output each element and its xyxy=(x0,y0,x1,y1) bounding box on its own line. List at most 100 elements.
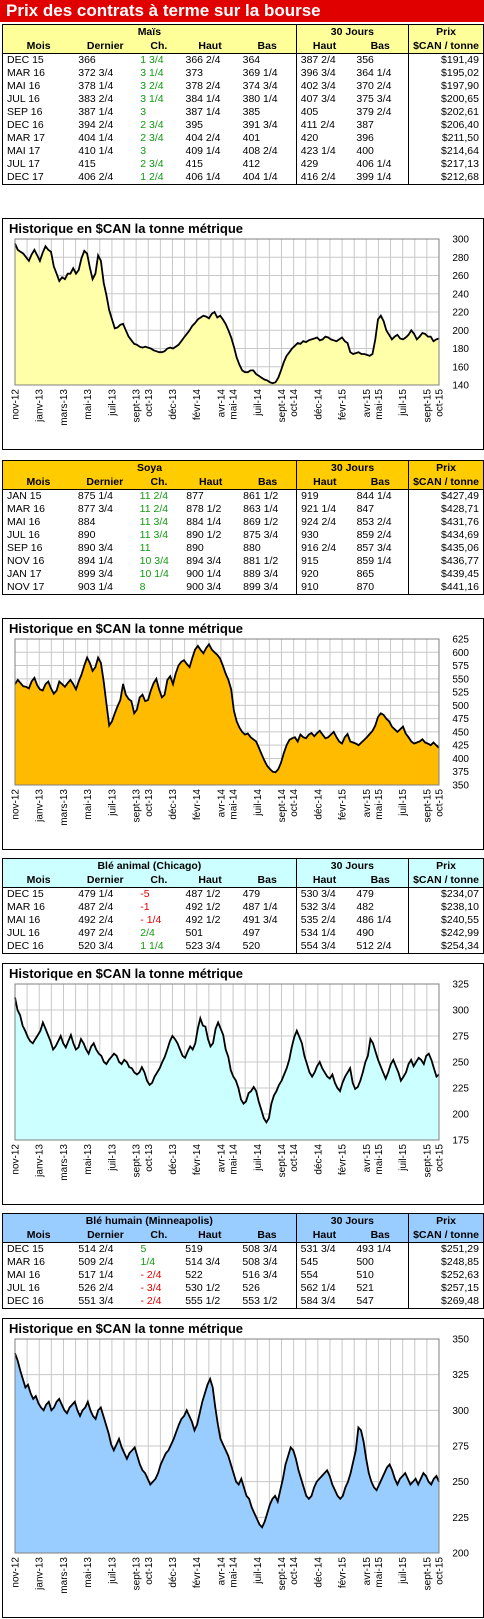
col-header-dernier: Dernier xyxy=(86,476,124,488)
data-point xyxy=(347,1071,349,1073)
col-header-bas: Bas xyxy=(352,39,410,54)
x-tick-label: mai-14 xyxy=(229,1557,240,1588)
data-point xyxy=(347,1481,349,1483)
cell-prix: $428,71 xyxy=(441,503,479,515)
data-point xyxy=(405,732,407,735)
data-point xyxy=(39,260,41,262)
cell-b30: 399 1/4 xyxy=(352,171,410,184)
cell-prix: $242,99 xyxy=(441,927,479,939)
data-point xyxy=(131,1067,133,1069)
data-point xyxy=(88,1053,90,1055)
data-point xyxy=(410,329,412,331)
data-point xyxy=(287,1455,289,1457)
data-point xyxy=(119,324,121,326)
data-point xyxy=(200,649,202,651)
data-point xyxy=(47,680,49,683)
x-tick-label: oct-14 xyxy=(289,789,300,817)
data-point xyxy=(330,734,332,736)
cell-prix: $217,13 xyxy=(441,158,479,170)
y-tick-label: 200 xyxy=(452,1110,469,1121)
data-point xyxy=(419,336,421,338)
x-tick-label: mars-13 xyxy=(59,789,70,826)
data-point xyxy=(139,1463,141,1466)
data-point xyxy=(200,316,202,319)
y-tick-label: 375 xyxy=(452,767,469,778)
data-point xyxy=(418,1057,420,1059)
data-point xyxy=(158,351,160,353)
col-header-haut: Haut xyxy=(199,476,223,488)
col-header-dernier: Dernier xyxy=(86,874,124,886)
cell-b30: 521 xyxy=(352,1282,410,1295)
history-chart-2: Historique en $CAN la tonne métrique 175 2… xyxy=(2,963,484,1205)
cell-dernier: 903 1/4 xyxy=(77,581,113,593)
data-point xyxy=(42,689,44,692)
data-point xyxy=(383,320,385,322)
data-point xyxy=(63,1409,65,1411)
data-point xyxy=(144,346,146,348)
cell-dernier: 383 2/4 xyxy=(78,93,114,105)
data-point xyxy=(147,347,149,349)
cell-haut: 522 xyxy=(185,1269,203,1281)
cell-ch: 1 3/4 xyxy=(140,54,164,66)
data-point xyxy=(316,336,318,339)
y-tick-label: 160 xyxy=(452,362,469,373)
cell-haut: 530 1/2 xyxy=(185,1282,221,1294)
col-header-haut: Haut xyxy=(313,476,337,488)
cell-prix: $269,48 xyxy=(441,1295,479,1307)
data-point xyxy=(113,1449,115,1451)
data-point xyxy=(172,683,174,685)
data-point xyxy=(183,1415,185,1417)
data-point xyxy=(297,342,299,344)
data-point xyxy=(217,1021,219,1024)
data-point xyxy=(108,309,110,311)
cell-ch: - 3/4 xyxy=(140,1282,162,1294)
cell-bas: 385 xyxy=(238,106,297,119)
cell-haut: 378 2/4 xyxy=(185,80,221,92)
data-point xyxy=(243,1486,245,1488)
data-point xyxy=(339,1498,341,1500)
data-point xyxy=(75,688,77,690)
data-point xyxy=(355,743,357,745)
data-point xyxy=(70,1034,72,1036)
header-prix: Prix xyxy=(436,860,456,872)
data-point xyxy=(388,334,390,336)
cell-b30: 387 xyxy=(352,119,410,132)
x-tick-label: nov-12 xyxy=(11,1557,22,1588)
table-row: JUL 16 497 2/4 2/4 501 497 534 1/4 490 $242,99 xyxy=(3,927,483,940)
data-point xyxy=(180,661,182,663)
x-tick-label: mai-14 xyxy=(229,1144,240,1175)
data-point xyxy=(274,1495,276,1497)
data-point xyxy=(227,1056,229,1058)
x-tick-label: avr-15 xyxy=(362,1144,373,1173)
data-point xyxy=(329,1475,331,1477)
cell-haut: 492 1/2 xyxy=(185,901,221,913)
cell-mois: MAR 17 xyxy=(7,132,45,144)
data-point xyxy=(241,731,243,733)
data-point xyxy=(71,1404,73,1406)
data-point xyxy=(213,311,216,313)
x-tick-label: juil-13 xyxy=(107,389,118,417)
data-point xyxy=(72,267,74,269)
data-point xyxy=(35,1395,37,1397)
data-point xyxy=(370,1481,372,1483)
data-point xyxy=(277,1501,279,1503)
data-point xyxy=(19,682,22,684)
data-point xyxy=(146,1080,148,1082)
data-point xyxy=(430,1483,432,1486)
data-point xyxy=(349,351,351,353)
data-point xyxy=(402,726,404,728)
plot-border xyxy=(14,238,440,386)
data-point xyxy=(319,1061,321,1063)
data-point xyxy=(334,1489,336,1491)
data-point xyxy=(432,741,435,744)
data-point xyxy=(421,332,423,334)
data-point xyxy=(392,1059,394,1061)
x-tick-label: mai-13 xyxy=(83,1557,94,1588)
data-point xyxy=(78,269,80,271)
data-point xyxy=(334,1082,336,1084)
data-point xyxy=(33,677,35,679)
cell-dernier: 875 1/4 xyxy=(77,490,113,502)
data-point xyxy=(316,1065,318,1067)
x-tick-label: sept-13 xyxy=(132,789,143,823)
x-tick-label: juil-15 xyxy=(398,789,409,817)
